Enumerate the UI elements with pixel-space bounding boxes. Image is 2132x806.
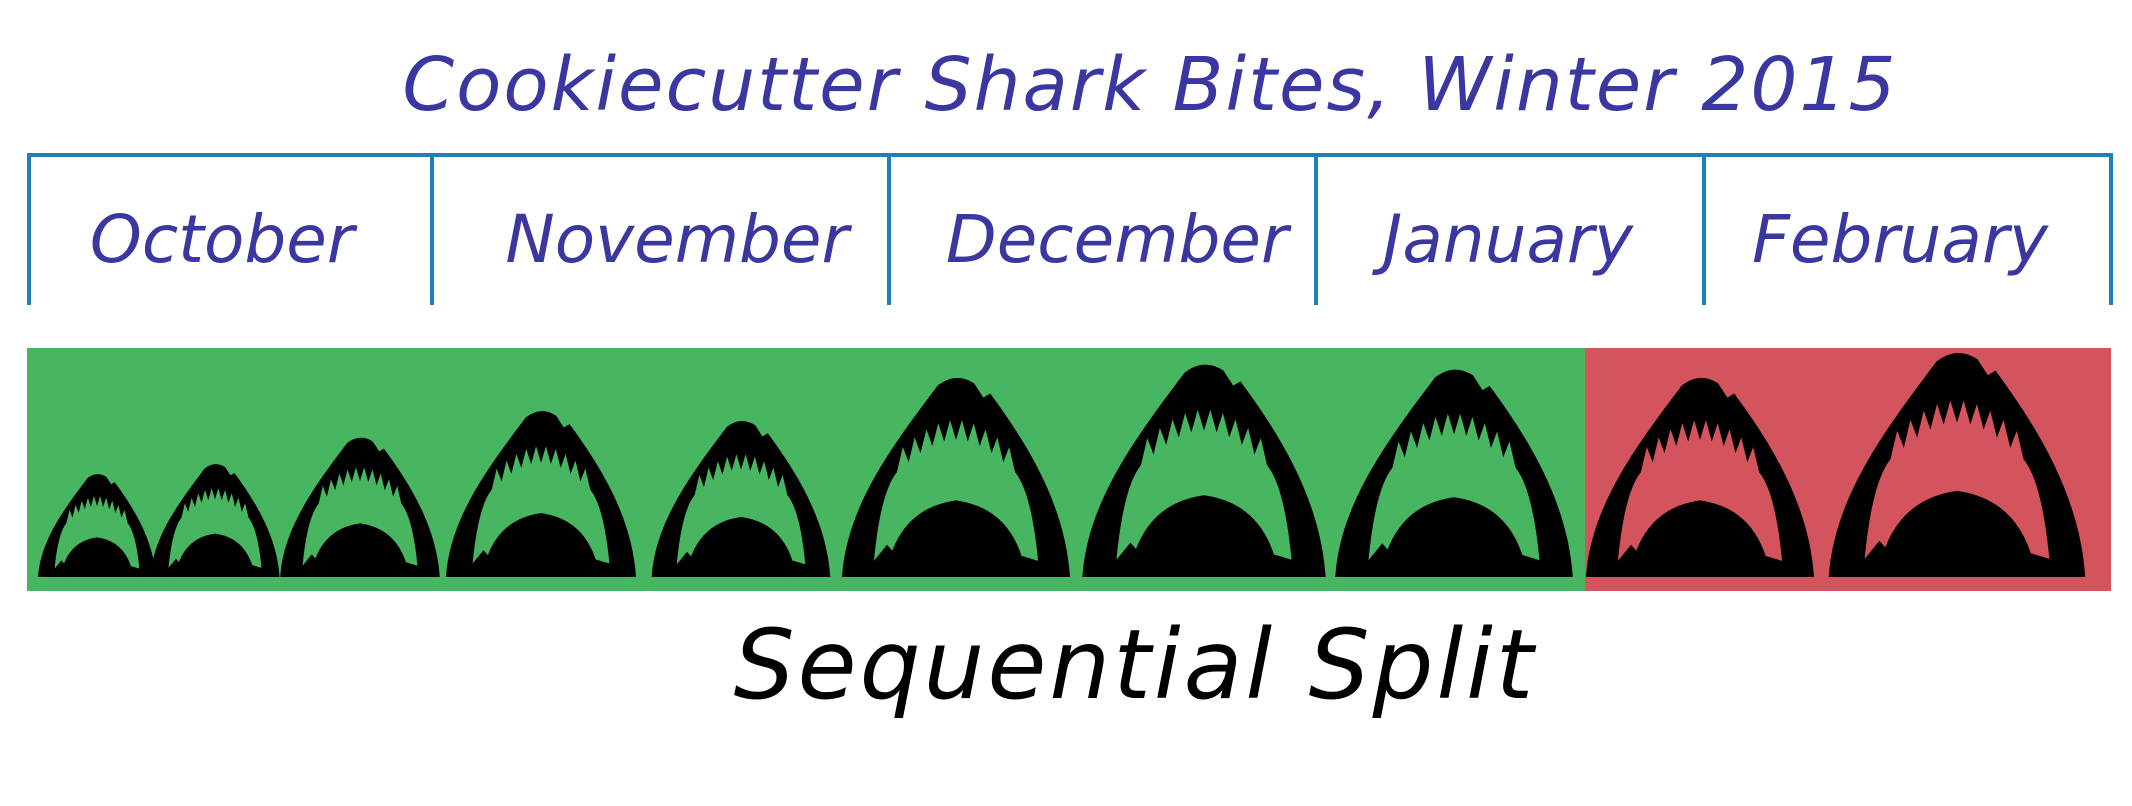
shark-jaw-icon (446, 411, 636, 577)
shark-lower-jaw-shape (482, 513, 600, 577)
month-timeline: October November December January Februa… (27, 153, 2113, 305)
shark-lower-jaw-shape (1629, 500, 1771, 577)
shark-jaw-icon (651, 421, 831, 577)
shark-lower-jaw-shape (1380, 497, 1528, 577)
shark-jaw-icon (280, 437, 440, 577)
month-label-january: January (1372, 201, 1634, 278)
diagram-title: Cookiecutter Shark Bites, Winter 2015 (402, 42, 1897, 128)
shark-lower-jaw-shape (174, 533, 256, 577)
shark-jaw-icon (150, 464, 280, 577)
shark-jaw-icon (38, 474, 156, 577)
shark-jaw-icon (1082, 364, 1326, 577)
month-label-december: December (946, 201, 1292, 278)
shark-lower-jaw-shape (1877, 490, 2037, 577)
shark-lower-jaw-shape (685, 516, 797, 577)
month-label-october: October (90, 201, 358, 278)
split-caption: Sequential Split (734, 609, 1537, 721)
shark-lower-jaw-shape (885, 500, 1027, 577)
shark-lower-jaw-shape (60, 537, 134, 577)
shark-jaw-icon (842, 377, 1070, 577)
shark-jaw-icon (1586, 377, 1814, 577)
shark-lower-jaw-shape (1128, 495, 1280, 577)
month-label-february: February (1752, 201, 2049, 278)
shark-bites (38, 352, 2086, 577)
shark-jaw-icon (1828, 352, 2086, 577)
shark-lower-jaw-shape (310, 523, 410, 577)
month-label-november: November (505, 201, 852, 278)
shark-jaw-icon (1335, 369, 1573, 577)
